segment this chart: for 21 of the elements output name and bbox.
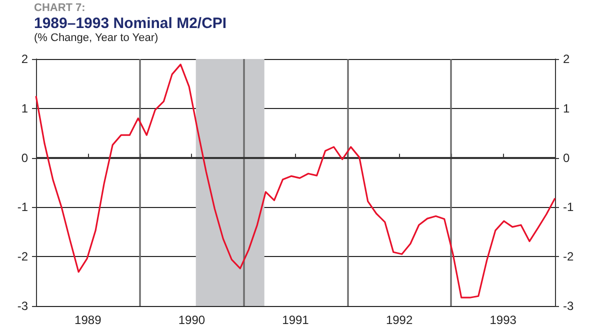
y-tick-label: -3 xyxy=(17,299,28,313)
chart-subtitle: (% Change, Year to Year) xyxy=(34,32,160,45)
chart-title: 1989–1993 Nominal M2/CPI xyxy=(34,14,227,32)
x-tick-label: 1993 xyxy=(490,313,517,327)
y2-tick-label: -2 xyxy=(563,250,574,264)
x-tick-label: 1990 xyxy=(178,313,206,327)
y-tick-label: -1 xyxy=(17,200,28,214)
y2-tick-label: -1 xyxy=(563,200,574,214)
y-tick-label: 2 xyxy=(21,52,28,66)
y-tick-label: 0 xyxy=(21,150,28,165)
caption: CHART 7: xyxy=(34,2,86,15)
y-tick-label: -2 xyxy=(17,250,28,264)
x-tick-label: 1992 xyxy=(386,313,413,327)
x-tick-label: 1991 xyxy=(282,313,310,327)
line-series xyxy=(35,64,556,298)
x-tick-label: 1989 xyxy=(74,313,102,327)
y2-tick-label: 2 xyxy=(563,52,570,66)
y-tick-label: 1 xyxy=(21,101,28,116)
y2-tick-label: 1 xyxy=(563,101,570,116)
y2-tick-label: -3 xyxy=(563,299,574,313)
y2-tick-label: 0 xyxy=(563,150,570,165)
